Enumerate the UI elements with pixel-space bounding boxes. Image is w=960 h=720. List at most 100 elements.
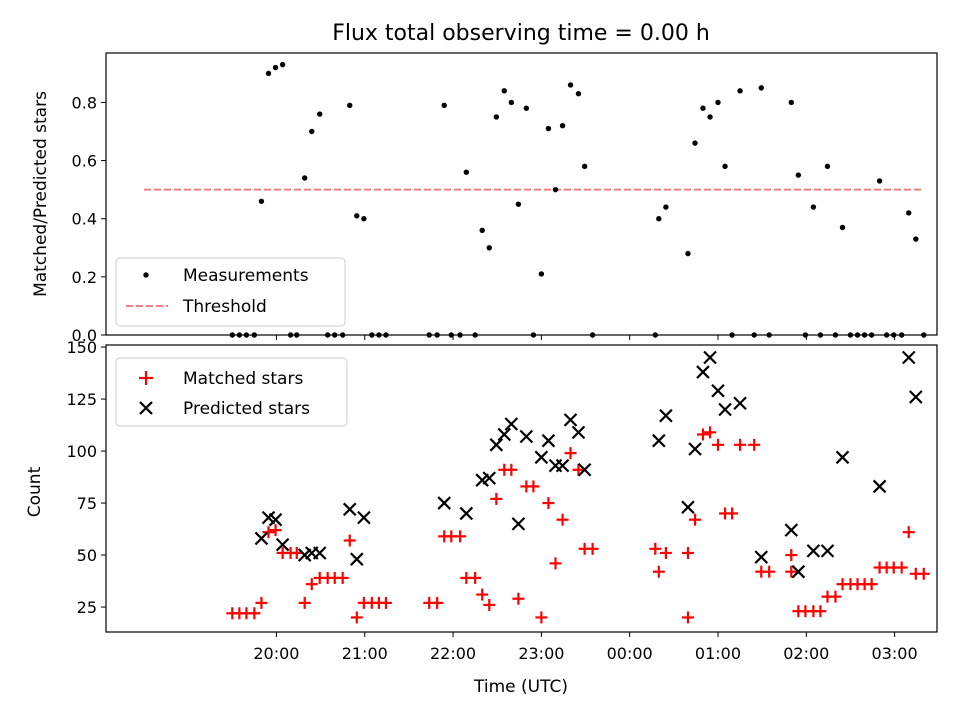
matched-star-point xyxy=(895,561,908,574)
matched-star-point xyxy=(814,605,827,618)
predicted-star-point xyxy=(275,537,290,552)
count-axes-frame xyxy=(105,344,938,633)
predicted-star-point xyxy=(541,433,556,448)
x-axis-label: Time (UTC) xyxy=(473,677,568,697)
predicted-star-point xyxy=(688,442,702,456)
measurement-point xyxy=(906,210,912,216)
count-legend: Matched stars Predicted stars xyxy=(115,357,348,427)
x-tick-label: 01:00 xyxy=(695,644,741,663)
measurement-point xyxy=(361,216,367,222)
ratio-x-ticks xyxy=(275,335,896,340)
matched-star-point xyxy=(649,542,662,555)
count-marks xyxy=(226,350,930,624)
measurement-point xyxy=(279,61,286,68)
predicted-star-point xyxy=(681,500,695,514)
ratio-y-ticks: 0.0 0.2 0.4 0.6 0.8 xyxy=(72,93,106,345)
legend-marker-measurements xyxy=(143,272,149,278)
matched-star-point xyxy=(785,565,798,578)
matched-star-point xyxy=(542,497,555,510)
legend-marker-matched xyxy=(139,371,153,385)
matched-star-point xyxy=(269,524,282,537)
legend-label-matched: Matched stars xyxy=(183,369,303,389)
predicted-star-point xyxy=(555,458,570,473)
measurement-point xyxy=(567,82,574,88)
measurement-point xyxy=(722,163,728,170)
matched-star-point xyxy=(343,534,356,547)
matched-star-point xyxy=(454,530,467,543)
measurement-point xyxy=(656,216,662,222)
matched-star-point xyxy=(681,546,694,559)
predicted-star-point xyxy=(489,438,504,452)
measurement-point xyxy=(523,105,530,111)
predicted-star-point xyxy=(437,496,452,510)
measurement-point xyxy=(538,271,545,277)
predicted-star-point xyxy=(733,396,747,411)
ratio-legend: Measurements Threshold xyxy=(115,257,346,327)
x-tick-label: 03:00 xyxy=(872,644,918,663)
count-y-tick-label: 150 xyxy=(66,338,97,357)
predicted-star-point xyxy=(791,564,806,579)
ratio-y-tick-label: 0.6 xyxy=(72,152,97,171)
predicted-star-point xyxy=(534,450,549,465)
matched-star-point xyxy=(527,480,540,493)
measurement-point xyxy=(265,70,272,77)
predicted-star-point xyxy=(872,479,887,494)
predicted-star-point xyxy=(519,429,534,444)
measurement-point xyxy=(441,102,447,109)
predicted-star-point xyxy=(909,390,923,404)
matched-star-point xyxy=(379,596,392,609)
count-y-axis-label: Count xyxy=(25,466,45,517)
matched-star-point xyxy=(785,549,798,562)
measurement-point xyxy=(545,125,552,132)
predicted-star-point xyxy=(357,510,371,525)
matched-star-point xyxy=(305,578,318,591)
matched-star-point xyxy=(469,571,482,584)
measurement-point xyxy=(501,88,507,94)
measurement-point xyxy=(876,178,883,184)
predicted-star-point xyxy=(711,383,725,398)
measurement-point xyxy=(839,224,846,231)
predicted-star-point xyxy=(659,408,673,423)
predicted-star-point xyxy=(718,402,732,417)
ratio-panel: 0.00.20.40.60.8 Matched/Predicted stars … xyxy=(31,52,938,345)
count-y-ticks: 25 50 75 100 125 150 xyxy=(66,338,106,617)
ratio-y-tick-label: 0.0 xyxy=(72,326,97,345)
predicted-star-point xyxy=(806,544,821,558)
measurement-point xyxy=(824,163,831,170)
measurement-point xyxy=(272,64,279,71)
measurement-point xyxy=(508,99,515,106)
matched-star-point xyxy=(696,428,709,441)
matched-star-point xyxy=(586,542,599,555)
measurement-point xyxy=(309,128,315,135)
matched-star-point xyxy=(535,611,548,624)
predicted-star-point xyxy=(497,427,512,442)
predicted-star-point xyxy=(482,471,497,485)
measurement-point xyxy=(737,88,743,94)
matched-star-point xyxy=(255,596,268,609)
measurement-point xyxy=(692,140,698,146)
matched-star-point xyxy=(336,571,349,584)
matched-star-point xyxy=(726,507,739,520)
matched-star-point xyxy=(681,611,694,624)
x-tick-label: 22:00 xyxy=(430,644,476,663)
measurement-point xyxy=(552,186,559,193)
matched-star-point xyxy=(483,598,496,611)
predicted-star-point xyxy=(571,425,586,440)
predicted-star-point xyxy=(577,463,592,477)
predicted-star-point xyxy=(784,523,799,537)
matched-star-point xyxy=(763,565,776,578)
ratio-axes-frame xyxy=(105,52,938,336)
matched-star-point xyxy=(917,567,930,580)
measurement-point xyxy=(479,227,485,234)
matched-star-point xyxy=(734,438,747,451)
matched-star-point xyxy=(549,557,562,570)
matched-star-point xyxy=(556,513,569,526)
matched-star-point xyxy=(505,463,518,476)
predicted-star-point xyxy=(511,517,526,531)
matched-star-point xyxy=(290,546,303,559)
ratio-y-tick-label: 0.4 xyxy=(72,210,97,229)
predicted-star-point xyxy=(696,365,710,379)
matched-star-point xyxy=(748,438,761,451)
measurement-point xyxy=(663,204,669,210)
